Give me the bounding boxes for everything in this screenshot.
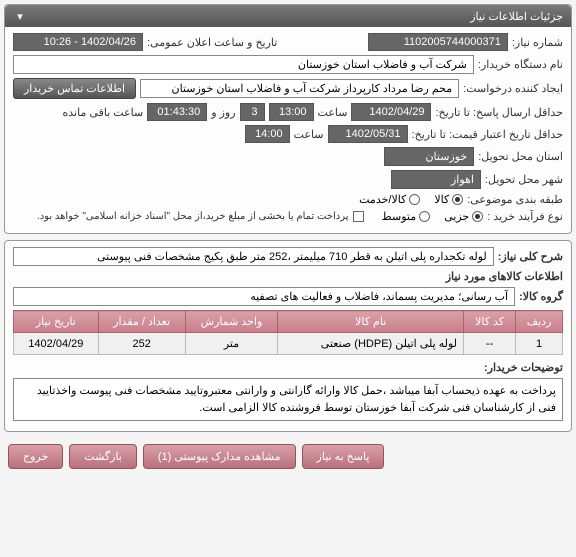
saat-label-1: ساعت	[318, 106, 348, 119]
requester-value: محم رضا مرداد کارپرداز شرکت آب و فاضلاب …	[140, 79, 459, 98]
treasury-checkbox[interactable]	[353, 211, 364, 222]
th-code: کد کالا	[464, 311, 516, 333]
td-date: 1402/04/29	[14, 333, 99, 355]
announce-label: تاریخ و ساعت اعلان عمومی:	[147, 36, 277, 49]
radio-icon	[419, 211, 430, 222]
exit-button[interactable]: خروج	[8, 444, 63, 469]
radio-selected-icon	[472, 211, 483, 222]
city-label: شهر محل تحویل:	[485, 173, 563, 186]
panel-title: جزئیات اطلاعات نیاز	[470, 10, 563, 23]
need-no-label: شماره نیاز:	[512, 36, 563, 49]
class-label: طبقه بندی موضوعی:	[467, 193, 563, 206]
announce-value: 1402/04/26 - 10:26	[13, 33, 143, 51]
requester-label: ایجاد کننده درخواست:	[463, 82, 563, 95]
items-table: ردیف کد کالا نام کالا واحد شمارش تعداد /…	[13, 310, 563, 355]
deadline-date: 1402/04/29	[351, 103, 431, 121]
class-kala-label: کالا	[434, 193, 449, 206]
buyer-notes-value: پرداخت به عهده ذیحساب آبفا میباشد ،حمل ک…	[13, 378, 563, 421]
proc-partial-label: جزیی	[444, 210, 469, 223]
td-name: لوله پلی اتیلن (HDPE) صنعتی	[278, 333, 464, 355]
deadline-label: حداقل ارسال پاسخ: تا تاریخ:	[435, 106, 563, 119]
details-panel: جزئیات اطلاعات نیاز ▾ شماره نیاز: 110200…	[4, 4, 572, 234]
city-value: اهواز	[391, 170, 481, 189]
table-header-row: ردیف کد کالا نام کالا واحد شمارش تعداد /…	[14, 311, 563, 333]
contact-buyer-button[interactable]: اطلاعات تماس خریدار	[13, 78, 136, 99]
province-value: خوزستان	[384, 147, 474, 166]
th-qty: تعداد / مقدار	[98, 311, 185, 333]
td-qty: 252	[98, 333, 185, 355]
desc-panel: شرح کلی نیاز: لوله تکجداره پلی اتیلن به …	[4, 240, 572, 432]
class-service-radio[interactable]: کالا/خدمت	[359, 193, 420, 206]
collapse-icon[interactable]: ▾	[13, 9, 27, 23]
table-row[interactable]: 1 -- لوله پلی اتیلن (HDPE) صنعتی متر 252…	[14, 333, 563, 355]
back-button[interactable]: بازگشت	[69, 444, 137, 469]
th-unit: واحد شمارش	[185, 311, 278, 333]
saat-label-2: ساعت	[294, 128, 324, 141]
items-title: اطلاعات کالاهای مورد نیاز	[13, 270, 563, 283]
valid-time: 14:00	[245, 125, 290, 143]
rooz-label: روز و	[211, 106, 235, 119]
desc-value: لوله تکجداره پلی اتیلن به قطر 710 میلیمت…	[13, 247, 494, 266]
th-row: ردیف	[516, 311, 563, 333]
province-label: استان محل تحویل:	[478, 150, 563, 163]
td-code: --	[464, 333, 516, 355]
need-no-value: 1102005744000371	[368, 33, 508, 51]
radio-selected-icon	[452, 194, 463, 205]
panel-header: جزئیات اطلاعات نیاز ▾	[5, 5, 571, 27]
class-service-label: کالا/خدمت	[359, 193, 406, 206]
deadline-time: 13:00	[269, 103, 314, 121]
respond-button[interactable]: پاسخ به نیاز	[302, 444, 385, 469]
remain-label: ساعت باقی مانده	[63, 106, 144, 119]
valid-label: حداقل تاریخ اعتبار قیمت: تا تاریخ:	[412, 128, 563, 141]
buyer-notes-label: توضیحات خریدار:	[484, 361, 563, 374]
buyer-org-value: شرکت آب و فاضلاب استان خوزستان	[13, 55, 474, 74]
class-radio-group: کالا کالا/خدمت	[359, 193, 463, 206]
attachments-button[interactable]: مشاهده مدارک پیوستی (1)	[143, 444, 296, 469]
valid-date: 1402/05/31	[328, 125, 408, 143]
proc-medium-radio[interactable]: متوسط	[382, 210, 431, 223]
footer-buttons: پاسخ به نیاز مشاهده مدارک پیوستی (1) باز…	[4, 438, 572, 475]
panel-body: شماره نیاز: 1102005744000371 تاریخ و ساع…	[5, 27, 571, 233]
proc-note: پرداخت تمام یا بخشی از مبلغ خرید،از محل …	[37, 211, 349, 222]
radio-icon	[409, 194, 420, 205]
days-value: 3	[240, 103, 265, 121]
proc-medium-label: متوسط	[382, 210, 417, 223]
class-kala-radio[interactable]: کالا	[434, 193, 463, 206]
td-unit: متر	[185, 333, 278, 355]
proc-partial-radio[interactable]: جزیی	[444, 210, 483, 223]
buyer-org-label: نام دستگاه خریدار:	[478, 58, 563, 71]
process-radio-group: جزیی متوسط	[382, 210, 484, 223]
th-name: نام کالا	[278, 311, 464, 333]
remain-time: 01:43:30	[147, 103, 207, 121]
th-date: تاریخ نیاز	[14, 311, 99, 333]
process-label: نوع فرآیند خرید :	[487, 210, 563, 223]
td-row: 1	[516, 333, 563, 355]
desc-label: شرح کلی نیاز:	[498, 250, 563, 263]
group-label: گروه کالا:	[519, 290, 563, 303]
group-value: آب رسانی؛ مدیریت پسماند، فاضلاب و فعالیت…	[13, 287, 515, 306]
